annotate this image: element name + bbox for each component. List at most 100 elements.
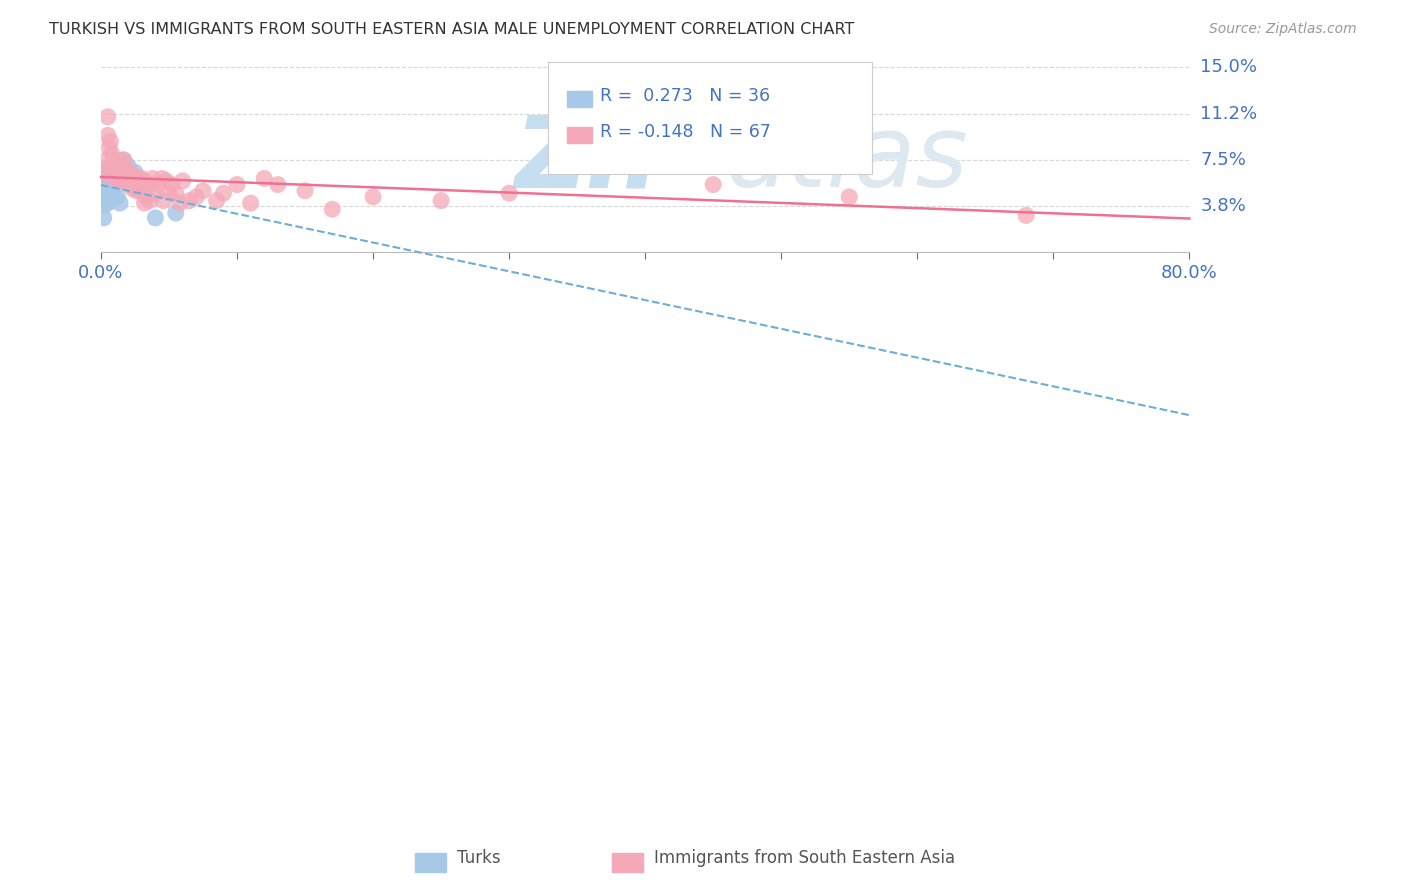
Point	[152, 194, 174, 208]
Text: atlas: atlas	[727, 112, 969, 208]
Point	[121, 181, 143, 195]
Point	[94, 169, 117, 183]
Point	[160, 178, 183, 192]
Point	[191, 184, 214, 198]
Point	[430, 194, 453, 208]
Point	[104, 169, 127, 183]
Point	[226, 178, 249, 192]
Point	[96, 186, 118, 201]
Text: Immigrants from South Eastern Asia: Immigrants from South Eastern Asia	[654, 849, 955, 867]
Point	[128, 178, 150, 192]
Point	[146, 178, 169, 192]
Point	[97, 178, 120, 192]
Point	[253, 171, 276, 186]
Point	[838, 190, 860, 204]
Point	[125, 184, 148, 198]
Point	[117, 174, 139, 188]
Point	[94, 178, 117, 192]
Point	[117, 159, 139, 173]
Point	[101, 186, 124, 201]
Point	[103, 153, 125, 167]
Point	[98, 171, 121, 186]
Point	[96, 153, 118, 167]
Point	[97, 178, 120, 192]
Text: R =  0.273   N = 36: R = 0.273 N = 36	[600, 87, 770, 105]
Point	[321, 202, 343, 217]
Point	[702, 178, 724, 192]
Point	[165, 186, 187, 201]
Point	[132, 174, 155, 188]
Text: Source: ZipAtlas.com: Source: ZipAtlas.com	[1209, 22, 1357, 37]
Point	[138, 178, 160, 192]
Point	[110, 159, 132, 173]
Point	[108, 156, 131, 170]
Point	[179, 194, 201, 208]
Point	[361, 190, 384, 204]
Text: ZIP: ZIP	[515, 112, 697, 208]
Point	[169, 196, 191, 211]
Point	[142, 171, 165, 186]
Point	[122, 171, 145, 186]
Point	[96, 171, 118, 186]
Point	[117, 171, 139, 186]
Point	[145, 186, 167, 201]
Point	[107, 171, 129, 186]
Point	[111, 153, 134, 167]
Point	[118, 178, 141, 192]
Point	[98, 178, 121, 192]
Point	[103, 161, 125, 176]
Point	[131, 178, 153, 192]
Point	[97, 184, 120, 198]
Point	[1015, 208, 1038, 222]
Point	[124, 174, 146, 188]
Text: R = -0.148   N = 67: R = -0.148 N = 67	[600, 123, 772, 141]
Point	[96, 165, 118, 179]
Point	[103, 171, 125, 186]
Point	[172, 174, 194, 188]
Point	[100, 135, 122, 149]
Point	[155, 174, 177, 188]
Point	[120, 165, 142, 179]
Text: Turks: Turks	[457, 849, 501, 867]
Point	[110, 165, 132, 179]
Point	[101, 146, 124, 161]
Point	[124, 165, 146, 179]
Point	[145, 211, 167, 225]
Text: 11.2%: 11.2%	[1201, 105, 1257, 123]
Point	[127, 171, 149, 186]
Point	[101, 178, 124, 192]
Point	[97, 128, 120, 143]
Point	[93, 211, 115, 225]
Point	[105, 190, 128, 204]
Point	[129, 184, 152, 198]
Point	[115, 171, 138, 186]
Point	[186, 190, 208, 204]
Point	[103, 181, 125, 195]
Text: 15.0%: 15.0%	[1201, 59, 1257, 77]
Point	[134, 196, 156, 211]
Point	[103, 165, 125, 179]
Point	[98, 159, 121, 173]
Point	[267, 178, 290, 192]
Point	[212, 186, 235, 201]
Point	[150, 171, 173, 186]
Point	[108, 196, 131, 211]
Point	[94, 171, 117, 186]
Point	[97, 196, 120, 211]
Point	[165, 206, 187, 220]
Point	[97, 169, 120, 183]
Point	[93, 198, 115, 212]
Point	[100, 184, 122, 198]
Point	[157, 186, 180, 201]
Point	[135, 190, 157, 204]
Point	[98, 186, 121, 201]
Point	[112, 153, 135, 167]
Point	[100, 171, 122, 186]
Point	[105, 174, 128, 188]
Point	[98, 178, 121, 192]
Point	[205, 194, 228, 208]
Point	[498, 186, 520, 201]
Point	[91, 184, 114, 198]
Text: TURKISH VS IMMIGRANTS FROM SOUTH EASTERN ASIA MALE UNEMPLOYMENT CORRELATION CHAR: TURKISH VS IMMIGRANTS FROM SOUTH EASTERN…	[49, 22, 855, 37]
Point	[98, 140, 121, 154]
